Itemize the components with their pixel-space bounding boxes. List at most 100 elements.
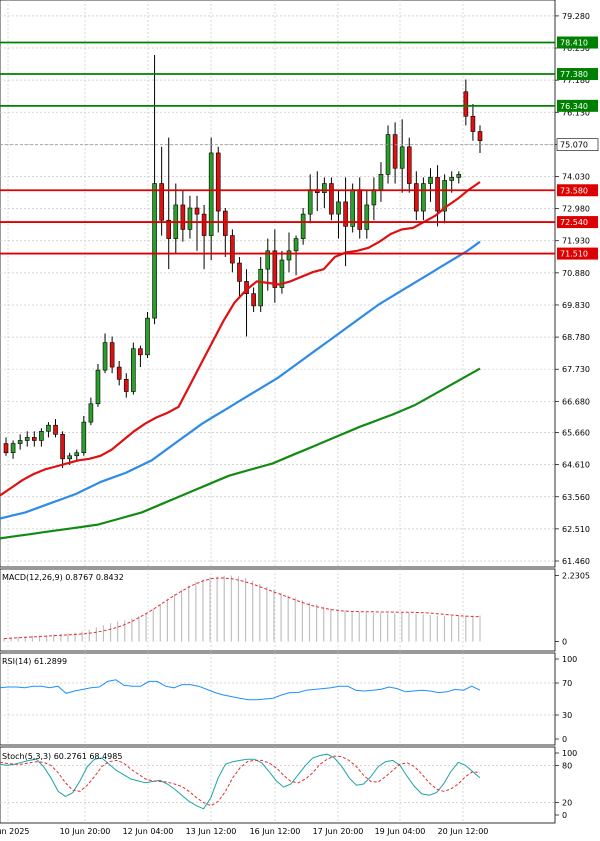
candle-down [116, 366, 122, 380]
candle-down [109, 342, 115, 368]
level-value: 72.540 [560, 218, 588, 227]
ma-slow-line [0, 367, 481, 540]
x-tick-label: 9 Jun 2025 [0, 827, 30, 836]
stoch-tick-label: 20 [562, 799, 572, 808]
candle-down [435, 177, 440, 212]
candle-up [10, 443, 16, 454]
candle-up [322, 183, 327, 194]
level-tag [557, 247, 598, 260]
rsi-tick-label: 30 [562, 711, 572, 720]
candle-down [3, 443, 9, 454]
candle-down [223, 210, 228, 236]
candle-up [39, 431, 44, 441]
candle-up [279, 259, 285, 288]
candle-up [286, 250, 292, 261]
candle-up [24, 437, 30, 441]
level-tag [557, 99, 598, 112]
x-tick-label: 13 Jun 12:00 [186, 827, 237, 836]
y-tick-label: 72.980 [562, 205, 590, 214]
y-tick-label: 69.830 [562, 301, 590, 310]
rsi-label: RSI(14) 61.2899 [2, 657, 68, 666]
stoch-k-line [0, 753, 481, 810]
ma-fast-line [0, 181, 481, 497]
y-tick-label: 64.610 [562, 461, 590, 470]
candle-up [421, 183, 426, 212]
current-price-value: 75.070 [560, 141, 588, 150]
stoch-label: Stoch(5,3,3) 60.2761 68.4985 [2, 752, 123, 761]
candle-up [307, 189, 313, 215]
candle-down [237, 262, 242, 282]
candle-up [449, 177, 455, 181]
candle-down [159, 183, 164, 221]
candle-up [152, 183, 157, 319]
level-tag [557, 36, 598, 49]
y-tick-label: 71.930 [562, 237, 590, 246]
candle-up [46, 424, 51, 432]
candle-down [343, 201, 348, 227]
candle-down [251, 293, 256, 307]
y-tick-label: 62.510 [562, 525, 590, 534]
y-tick-label: 68.780 [562, 333, 590, 342]
x-tick-label: 19 Jun 04:00 [375, 827, 426, 836]
y-tick-label: 66.680 [562, 397, 590, 406]
stoch-tick-label: 0 [562, 811, 567, 820]
macd-tick-label: 0 [562, 638, 567, 647]
x-tick-label: 17 Jun 20:00 [313, 827, 364, 836]
level-tag [557, 184, 598, 197]
candle-up [145, 317, 150, 356]
candle-down [53, 424, 58, 435]
candle-up [385, 134, 391, 175]
rsi-panel [0, 652, 556, 746]
stoch-d-line [0, 755, 481, 807]
y-tick-label: 77.180 [562, 76, 590, 85]
x-tick-label: 12 Jun 04:00 [123, 827, 174, 836]
macd-label: MACD(12,26,9) 0.8767 0.8432 [2, 573, 124, 582]
x-tick-label: 20 Jun 12:00 [438, 827, 489, 836]
candle-up [336, 201, 341, 215]
y-tick-label: 79.280 [562, 12, 590, 21]
y-tick-label: 70.880 [562, 269, 590, 278]
candle-down [166, 219, 172, 239]
current-price-tag [556, 138, 599, 151]
candle-down [470, 115, 476, 132]
candle-down [406, 146, 412, 184]
level-value: 71.510 [560, 250, 588, 259]
candle-down [31, 437, 37, 441]
level-tag [557, 68, 598, 81]
candle-up [428, 177, 433, 184]
candle-down [463, 91, 469, 117]
level-value: 78.410 [560, 39, 588, 48]
candle-up [187, 207, 193, 230]
rsi-tick-label: 100 [562, 655, 577, 664]
candle-up [208, 152, 214, 236]
ma-mid-line [0, 240, 481, 520]
x-tick-label: 10 Jun 20:00 [60, 827, 111, 836]
stoch-tick-label: 100 [562, 749, 577, 758]
candle-up [17, 440, 23, 444]
y-tick-label: 63.560 [562, 493, 590, 502]
y-tick-label: 65.660 [562, 429, 590, 438]
candle-down [60, 434, 65, 460]
macd-signal-line [3, 577, 481, 640]
candle-down [201, 213, 207, 236]
y-tick-label: 74.030 [562, 172, 590, 181]
level-value: 76.340 [560, 102, 588, 111]
candle-down [123, 379, 129, 392]
candle-down [215, 152, 221, 212]
y-tick-label: 78.230 [562, 44, 590, 53]
candle-down [180, 204, 186, 230]
candle-up [102, 342, 108, 371]
candle-up [258, 268, 263, 307]
candle-down [272, 250, 278, 288]
candle-up [371, 189, 377, 206]
candle-up [364, 204, 370, 230]
candle-down [329, 183, 334, 215]
rsi-line [0, 679, 481, 701]
stoch-tick-label: 80 [562, 761, 572, 770]
candle-down [357, 189, 363, 230]
candle-up [442, 180, 447, 212]
candle-up [95, 369, 101, 405]
macd-tick-label: 2.2305 [562, 572, 590, 581]
candle-up [88, 403, 94, 423]
candle-up [378, 174, 384, 190]
